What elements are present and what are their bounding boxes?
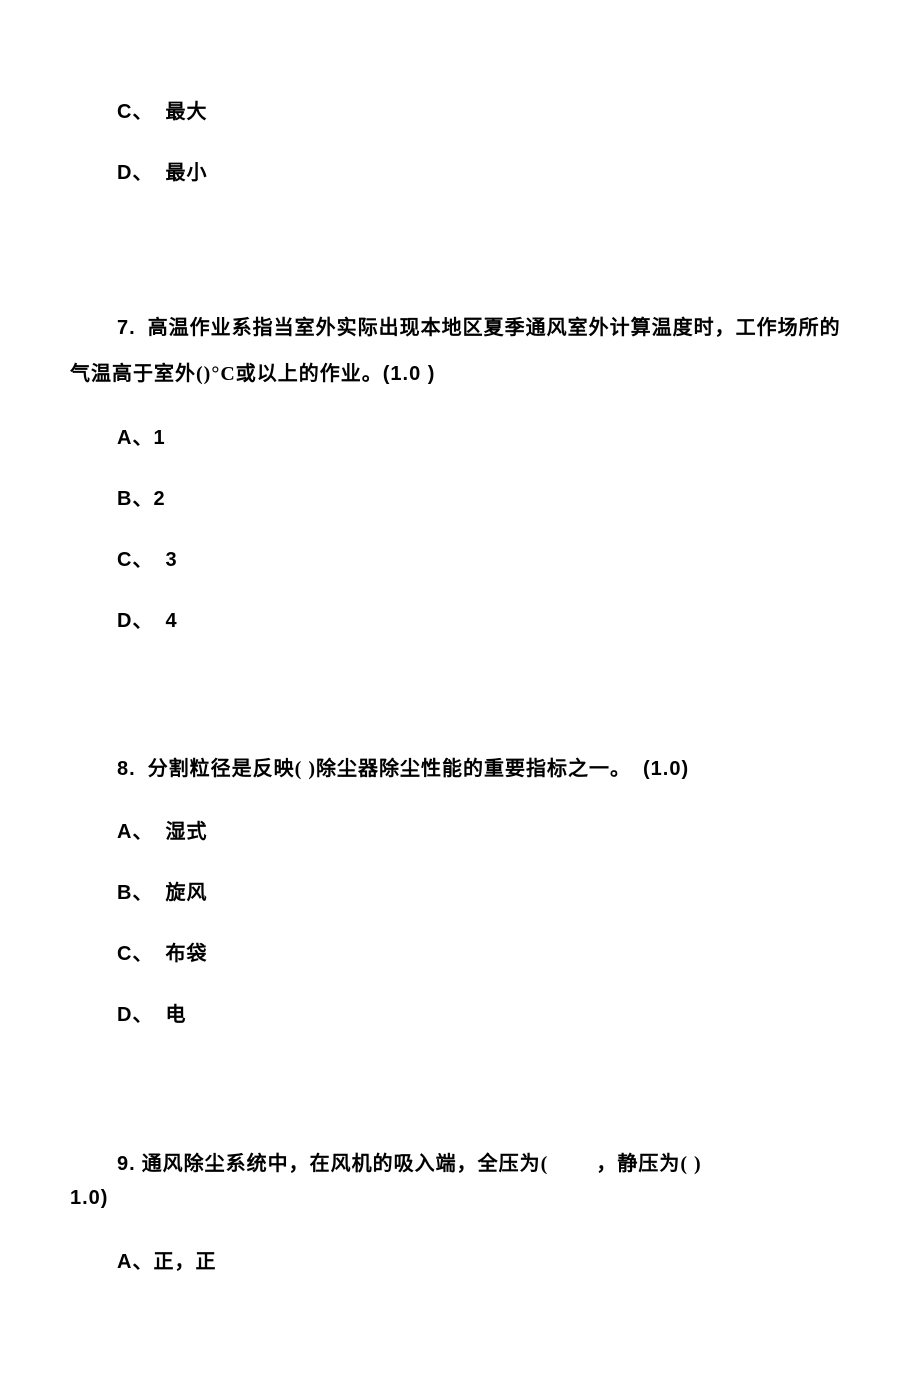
question-number: 7.: [117, 317, 136, 339]
option-label: C、: [117, 549, 153, 571]
option-text: 湿式: [165, 821, 207, 843]
question-body-1: 通风除尘系统中，在风机的吸入端，全压为(: [142, 1153, 549, 1175]
q8-option-c: C、 布袋: [117, 937, 850, 966]
question-points: (1.0): [643, 758, 689, 780]
question-number: 8.: [117, 758, 136, 780]
question-7: 7. 高温作业系指当室外实际出现本地区夏季通风室外计算温度时，工作场所的气温高于…: [70, 305, 850, 633]
q6-option-c: C、 最大: [117, 95, 850, 124]
question-9: 9. 通风除尘系统中，在风机的吸入端，全压为( ，静压为( ) 1.0) A、正…: [70, 1147, 850, 1274]
q7-option-d: D、 4: [117, 604, 850, 633]
question-text: 7. 高温作业系指当室外实际出现本地区夏季通风室外计算温度时，工作场所的气温高于…: [70, 305, 850, 397]
option-text: 4: [165, 610, 177, 632]
question-points: 1.0): [70, 1187, 108, 1209]
question-number: 9.: [117, 1153, 136, 1175]
option-label: A、: [117, 821, 153, 843]
q7-option-a: A、1: [117, 421, 850, 450]
q7-option-c: C、 3: [117, 543, 850, 572]
option-label: D、: [117, 1004, 153, 1026]
option-label: C、: [117, 943, 153, 965]
document-page: C、 最大 D、 最小 7. 高温作业系指当室外实际出现本地区夏季通风室外计算温…: [0, 0, 920, 1376]
option-label: D、: [117, 610, 153, 632]
option-label: B、: [117, 882, 153, 904]
option-text: 电: [165, 1004, 186, 1026]
option-text: 旋风: [165, 882, 207, 904]
option-label: B、: [117, 488, 153, 510]
option-label: C、: [117, 101, 153, 123]
q7-option-b: B、2: [117, 482, 850, 511]
option-label: A、: [117, 1251, 153, 1273]
option-text: 2: [153, 488, 165, 510]
question-text: 8. 分割粒径是反映( )除尘器除尘性能的重要指标之一。 (1.0): [70, 753, 850, 785]
question-body: 分割粒径是反映( )除尘器除尘性能的重要指标之一。: [148, 758, 631, 780]
question-body-2: ，静压为( ): [596, 1153, 701, 1175]
option-text: 布袋: [165, 943, 207, 965]
q6-option-d: D、 最小: [117, 156, 850, 185]
question-body: 高温作业系指当室外实际出现本地区夏季通风室外计算温度时，工作场所的气温高于室外(…: [70, 317, 841, 385]
option-text: 1: [153, 427, 165, 449]
option-text: 正，正: [153, 1251, 216, 1273]
q8-option-b: B、 旋风: [117, 876, 850, 905]
question-points: (1.0 ): [383, 363, 436, 385]
option-text: 最大: [165, 101, 207, 123]
option-label: A、: [117, 427, 153, 449]
question-8: 8. 分割粒径是反映( )除尘器除尘性能的重要指标之一。 (1.0) A、 湿式…: [70, 753, 850, 1027]
question-text: 9. 通风除尘系统中，在风机的吸入端，全压为( ，静压为( ) 1.0): [70, 1147, 850, 1215]
q9-option-a: A、正，正: [117, 1245, 850, 1274]
q8-option-a: A、 湿式: [117, 815, 850, 844]
option-text: 3: [165, 549, 177, 571]
q8-option-d: D、 电: [117, 998, 850, 1027]
option-text: 最小: [165, 162, 207, 184]
option-label: D、: [117, 162, 153, 184]
